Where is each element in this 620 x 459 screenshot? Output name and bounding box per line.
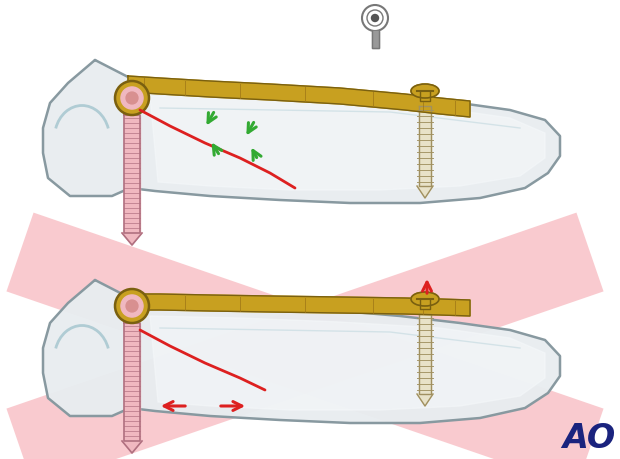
Circle shape [121,295,143,317]
Polygon shape [417,394,433,406]
Text: AO: AO [562,421,615,454]
Polygon shape [371,31,378,48]
Polygon shape [124,323,140,441]
Circle shape [115,289,149,323]
Polygon shape [419,314,431,394]
Circle shape [126,92,138,104]
Ellipse shape [411,84,439,98]
Polygon shape [43,60,560,203]
Circle shape [371,15,378,22]
Circle shape [362,5,388,31]
Polygon shape [43,280,560,423]
Polygon shape [420,299,430,309]
Circle shape [115,81,149,115]
Polygon shape [150,96,545,190]
Polygon shape [419,106,431,186]
Ellipse shape [411,292,439,306]
Circle shape [367,10,383,26]
Circle shape [121,87,143,109]
Polygon shape [124,115,140,233]
Polygon shape [420,91,430,101]
Polygon shape [128,294,470,316]
Polygon shape [417,186,433,198]
Circle shape [126,300,138,312]
Polygon shape [128,76,470,117]
Polygon shape [122,233,142,245]
Polygon shape [150,316,545,410]
Polygon shape [122,441,142,453]
